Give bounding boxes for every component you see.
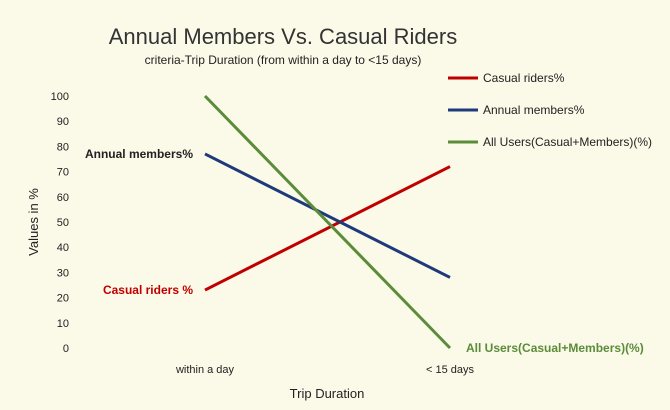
- line-annotation: Annual members%: [85, 147, 193, 161]
- y-tick-label: 30: [57, 267, 69, 279]
- y-tick-label: 50: [57, 217, 69, 229]
- line-annotation: Casual riders %: [103, 283, 193, 297]
- x-tick-label: within a day: [175, 364, 235, 376]
- legend: Casual riders% Annual members% All Users(C…: [448, 71, 652, 149]
- y-tick-label: 80: [57, 141, 69, 153]
- y-tick-label: 0: [63, 343, 69, 355]
- y-tick-label: 70: [57, 167, 69, 179]
- y-tick-label: 60: [57, 192, 69, 204]
- y-tick-label: 10: [57, 318, 69, 330]
- chart-title: Annual Members Vs. Casual Riders: [109, 24, 457, 49]
- series-lines: [203, 94, 452, 350]
- chart-subtitle: criteria-Trip Duration (from within a da…: [145, 53, 422, 67]
- y-tick-labels: 0 10 20 30 40 50 60 70 80 90 100: [51, 91, 69, 355]
- x-tick-label: < 15 days: [426, 364, 475, 376]
- x-tick-labels: within a day < 15 days: [175, 364, 475, 376]
- y-tick-label: 100: [51, 91, 69, 103]
- legend-label: Casual riders%: [483, 71, 565, 85]
- y-tick-label: 90: [57, 116, 69, 128]
- y-tick-label: 40: [57, 242, 69, 254]
- series-line: [204, 152, 451, 279]
- line-annotation: All Users(Casual+Members)(%): [466, 341, 644, 355]
- legend-label: Annual members%: [483, 103, 585, 117]
- line-annotations: Casual riders % Annual members% All Users(…: [85, 147, 644, 355]
- y-tick-label: 20: [57, 293, 69, 305]
- series-line: [204, 165, 451, 292]
- y-axis-title: Values in %: [26, 188, 41, 256]
- legend-label: All Users(Casual+Members)(%): [483, 135, 652, 149]
- series-line: [203, 94, 452, 350]
- x-axis-title: Trip Duration: [290, 386, 365, 401]
